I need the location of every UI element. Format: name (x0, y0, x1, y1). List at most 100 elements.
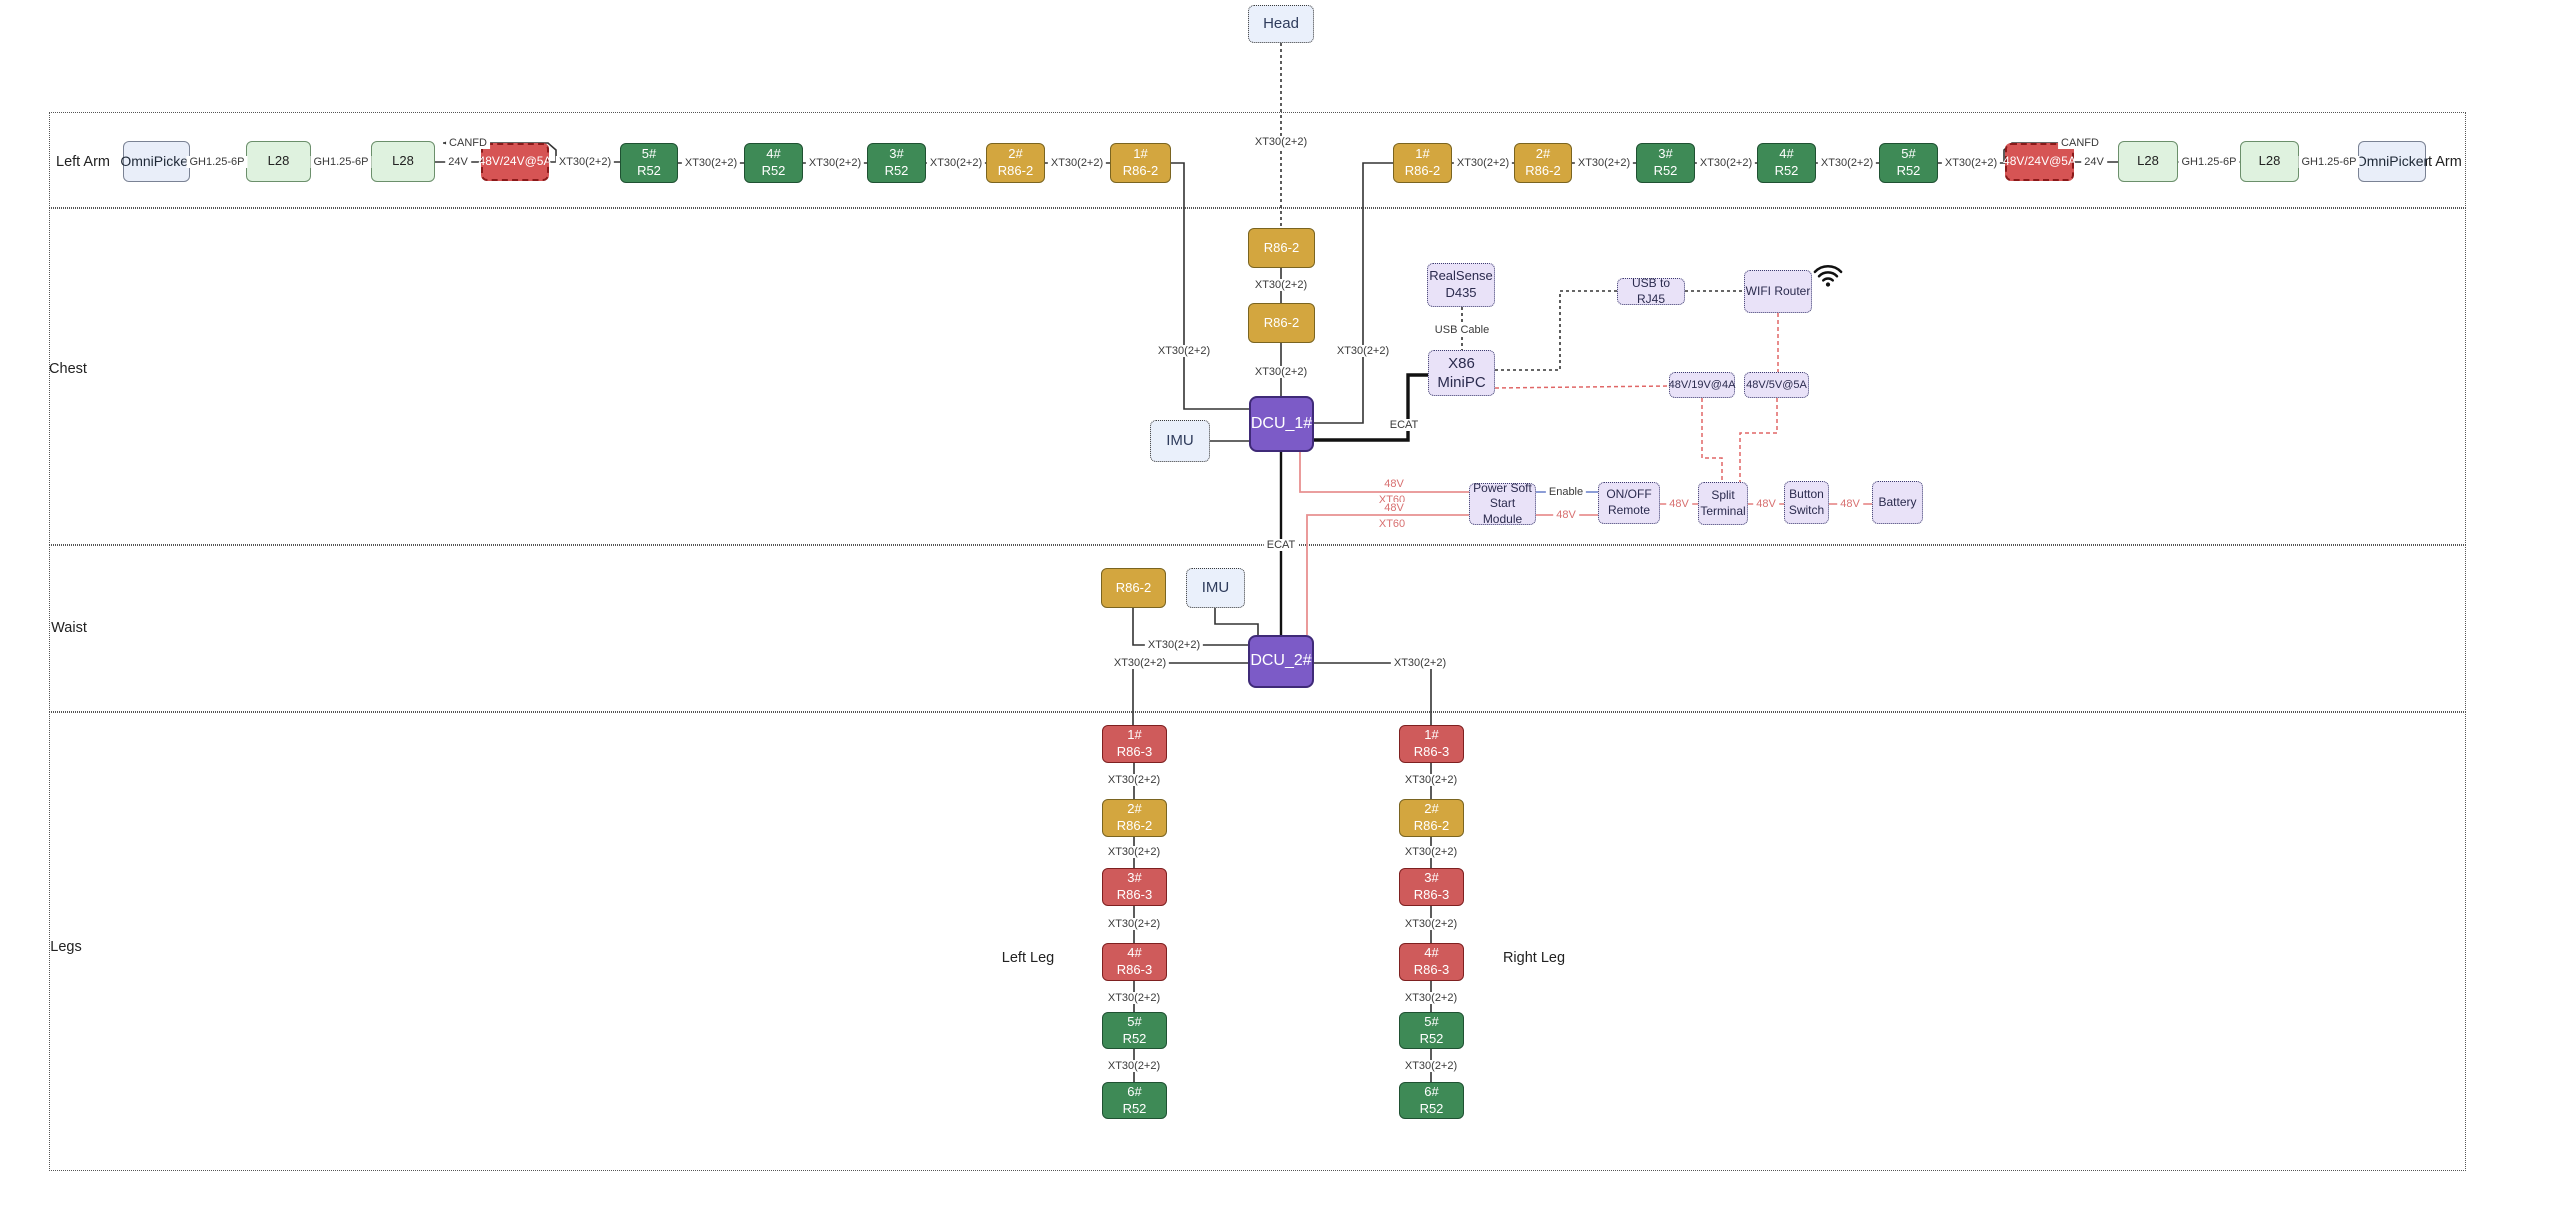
node-wifi-router: WIFI Router (1744, 270, 1812, 313)
wire (1701, 398, 1723, 482)
wire (1132, 608, 1248, 646)
wire-label: 48V (1381, 478, 1407, 490)
node-onoff-remote: ON/OFF Remote (1598, 482, 1660, 524)
node-right-motor3: 3# R52 (1636, 143, 1695, 183)
wire-label: Enable (1545, 486, 1587, 498)
node-power-soft-start: Power Soft Start Module (1469, 481, 1536, 526)
wire-label: GH1.25-6P (186, 156, 248, 168)
wire-label: XT60 (1375, 518, 1409, 530)
wire (1306, 514, 1469, 635)
wire-label: USB Cable (1431, 324, 1493, 336)
node-right-48v24v: 48V/24V@5A (2003, 143, 2076, 181)
wire-label: XT30(2+2) (1251, 279, 1311, 291)
wire-label: 48V (1837, 498, 1863, 510)
node-left-motor5: 5# R52 (620, 143, 678, 183)
wire-label: XT30(2+2) (1401, 992, 1461, 1004)
wire-label: XT30(2+2) (926, 157, 986, 169)
wire-label: XT30(2+2) (1401, 846, 1461, 858)
node-left-omnipicker: OmniPicker (120, 141, 193, 182)
node-battery: Battery (1872, 481, 1923, 524)
node-right-l28-2: L28 (2240, 141, 2299, 182)
section-chest (49, 208, 2466, 545)
wire-label: 24V (445, 156, 471, 168)
label-chest: Chest (49, 361, 87, 377)
wire (1214, 608, 1259, 635)
node-right-omnipicker: OmniPicker (2356, 141, 2428, 182)
wire-label: XT30(2+2) (1390, 657, 1450, 669)
node-right-motor4: 4# R52 (1757, 143, 1816, 183)
node-dcu-2: DCU_2# (1248, 635, 1314, 688)
node-usb-to-rj45: USB to RJ45 (1617, 276, 1685, 306)
node-left-leg-1: 1# R86-3 (1102, 725, 1167, 763)
wire-label: CANFD (446, 137, 490, 149)
wire-label: ECAT (1263, 539, 1299, 551)
wire-label: 48V (1666, 498, 1692, 510)
node-imu-waist: IMU (1186, 568, 1245, 608)
node-waist-r86: R86-2 (1101, 568, 1166, 608)
node-left-leg-5: 5# R52 (1102, 1012, 1167, 1049)
node-right-l28-1: L28 (2118, 141, 2178, 182)
node-left-leg-3: 3# R86-3 (1102, 868, 1167, 906)
node-right-leg-5: 5# R52 (1399, 1012, 1464, 1049)
wifi-signal-icon (1813, 262, 1843, 293)
wire (1171, 162, 1249, 410)
wire-label: XT30(2+2) (1401, 774, 1461, 786)
node-split-terminal: Split Terminal (1698, 482, 1748, 525)
wire-label: ECAT (1386, 419, 1422, 431)
wire-label: XT30(2+2) (1453, 157, 1513, 169)
node-left-l28-2: L28 (371, 141, 435, 182)
wire (1314, 373, 1428, 442)
section-legs (49, 712, 2466, 1171)
wire-label: 48V (1553, 509, 1579, 521)
wire-label: XT30(2+2) (1104, 846, 1164, 858)
wire-label: XT30(2+2) (1401, 918, 1461, 930)
wire-label: XT30(2+2) (1333, 345, 1393, 357)
node-chest-r86-2: R86-2 (1248, 303, 1315, 343)
node-conv-48v-5v: 48V/5V@5A (1744, 372, 1809, 398)
wire-label: XT30(2+2) (1696, 157, 1756, 169)
wire-label: XT30(2+2) (1251, 136, 1311, 148)
node-dcu-1: DCU_1# (1249, 396, 1314, 452)
wire-label: XT30(2+2) (1144, 639, 1204, 651)
label-right-leg: Right Leg (1502, 950, 1566, 966)
wire (1314, 162, 1393, 424)
node-right-motor5: 5# R52 (1879, 143, 1938, 183)
node-right-leg-3: 3# R86-3 (1399, 868, 1464, 906)
node-left-l28-1: L28 (246, 141, 311, 182)
wire-label: 48V (1381, 502, 1407, 514)
node-x86-minipc: X86 MiniPC (1428, 350, 1495, 396)
wire-label: XT30(2+2) (805, 157, 865, 169)
node-left-48v24v: 48V/24V@5A (479, 143, 551, 181)
wire-label: GH1.25-6P (2178, 156, 2240, 168)
wire-label: XT30(2+2) (555, 156, 615, 168)
node-left-leg-4: 4# R86-3 (1102, 943, 1167, 981)
node-head: Head (1248, 5, 1314, 43)
wire-label: XT30(2+2) (1047, 157, 1107, 169)
node-realsense: RealSense D435 (1427, 263, 1495, 307)
label-waist: Waist (51, 620, 87, 636)
node-chest-r86-1: R86-2 (1248, 228, 1315, 268)
wire-label: 24V (2081, 156, 2107, 168)
node-right-leg-1: 1# R86-3 (1399, 725, 1464, 763)
node-left-leg-6: 6# R52 (1102, 1082, 1167, 1119)
wire-label: XT30(2+2) (1104, 918, 1164, 930)
wire-label: XT30(2+2) (1104, 992, 1164, 1004)
node-left-motor3: 3# R52 (867, 143, 926, 183)
wire (1132, 662, 1248, 725)
node-conv-48v-19v: 48V/19V@4A (1669, 372, 1735, 398)
node-left-motor4: 4# R52 (744, 143, 803, 183)
wire-label: XT30(2+2) (1817, 157, 1877, 169)
section-waist (49, 545, 2466, 712)
wire (1314, 662, 1432, 725)
node-left-motor2: 2# R86-2 (986, 143, 1045, 183)
wire-label: XT30(2+2) (681, 157, 741, 169)
node-right-leg-6: 6# R52 (1399, 1082, 1464, 1119)
node-right-motor2: 2# R86-2 (1514, 143, 1572, 183)
wire-label: XT30(2+2) (1104, 774, 1164, 786)
wire-label: XT30(2+2) (1154, 345, 1214, 357)
wire-label: XT30(2+2) (1110, 657, 1170, 669)
wire-label: XT30(2+2) (1401, 1060, 1461, 1072)
wire (1739, 398, 1778, 482)
node-right-leg-2: 2# R86-2 (1399, 799, 1464, 837)
